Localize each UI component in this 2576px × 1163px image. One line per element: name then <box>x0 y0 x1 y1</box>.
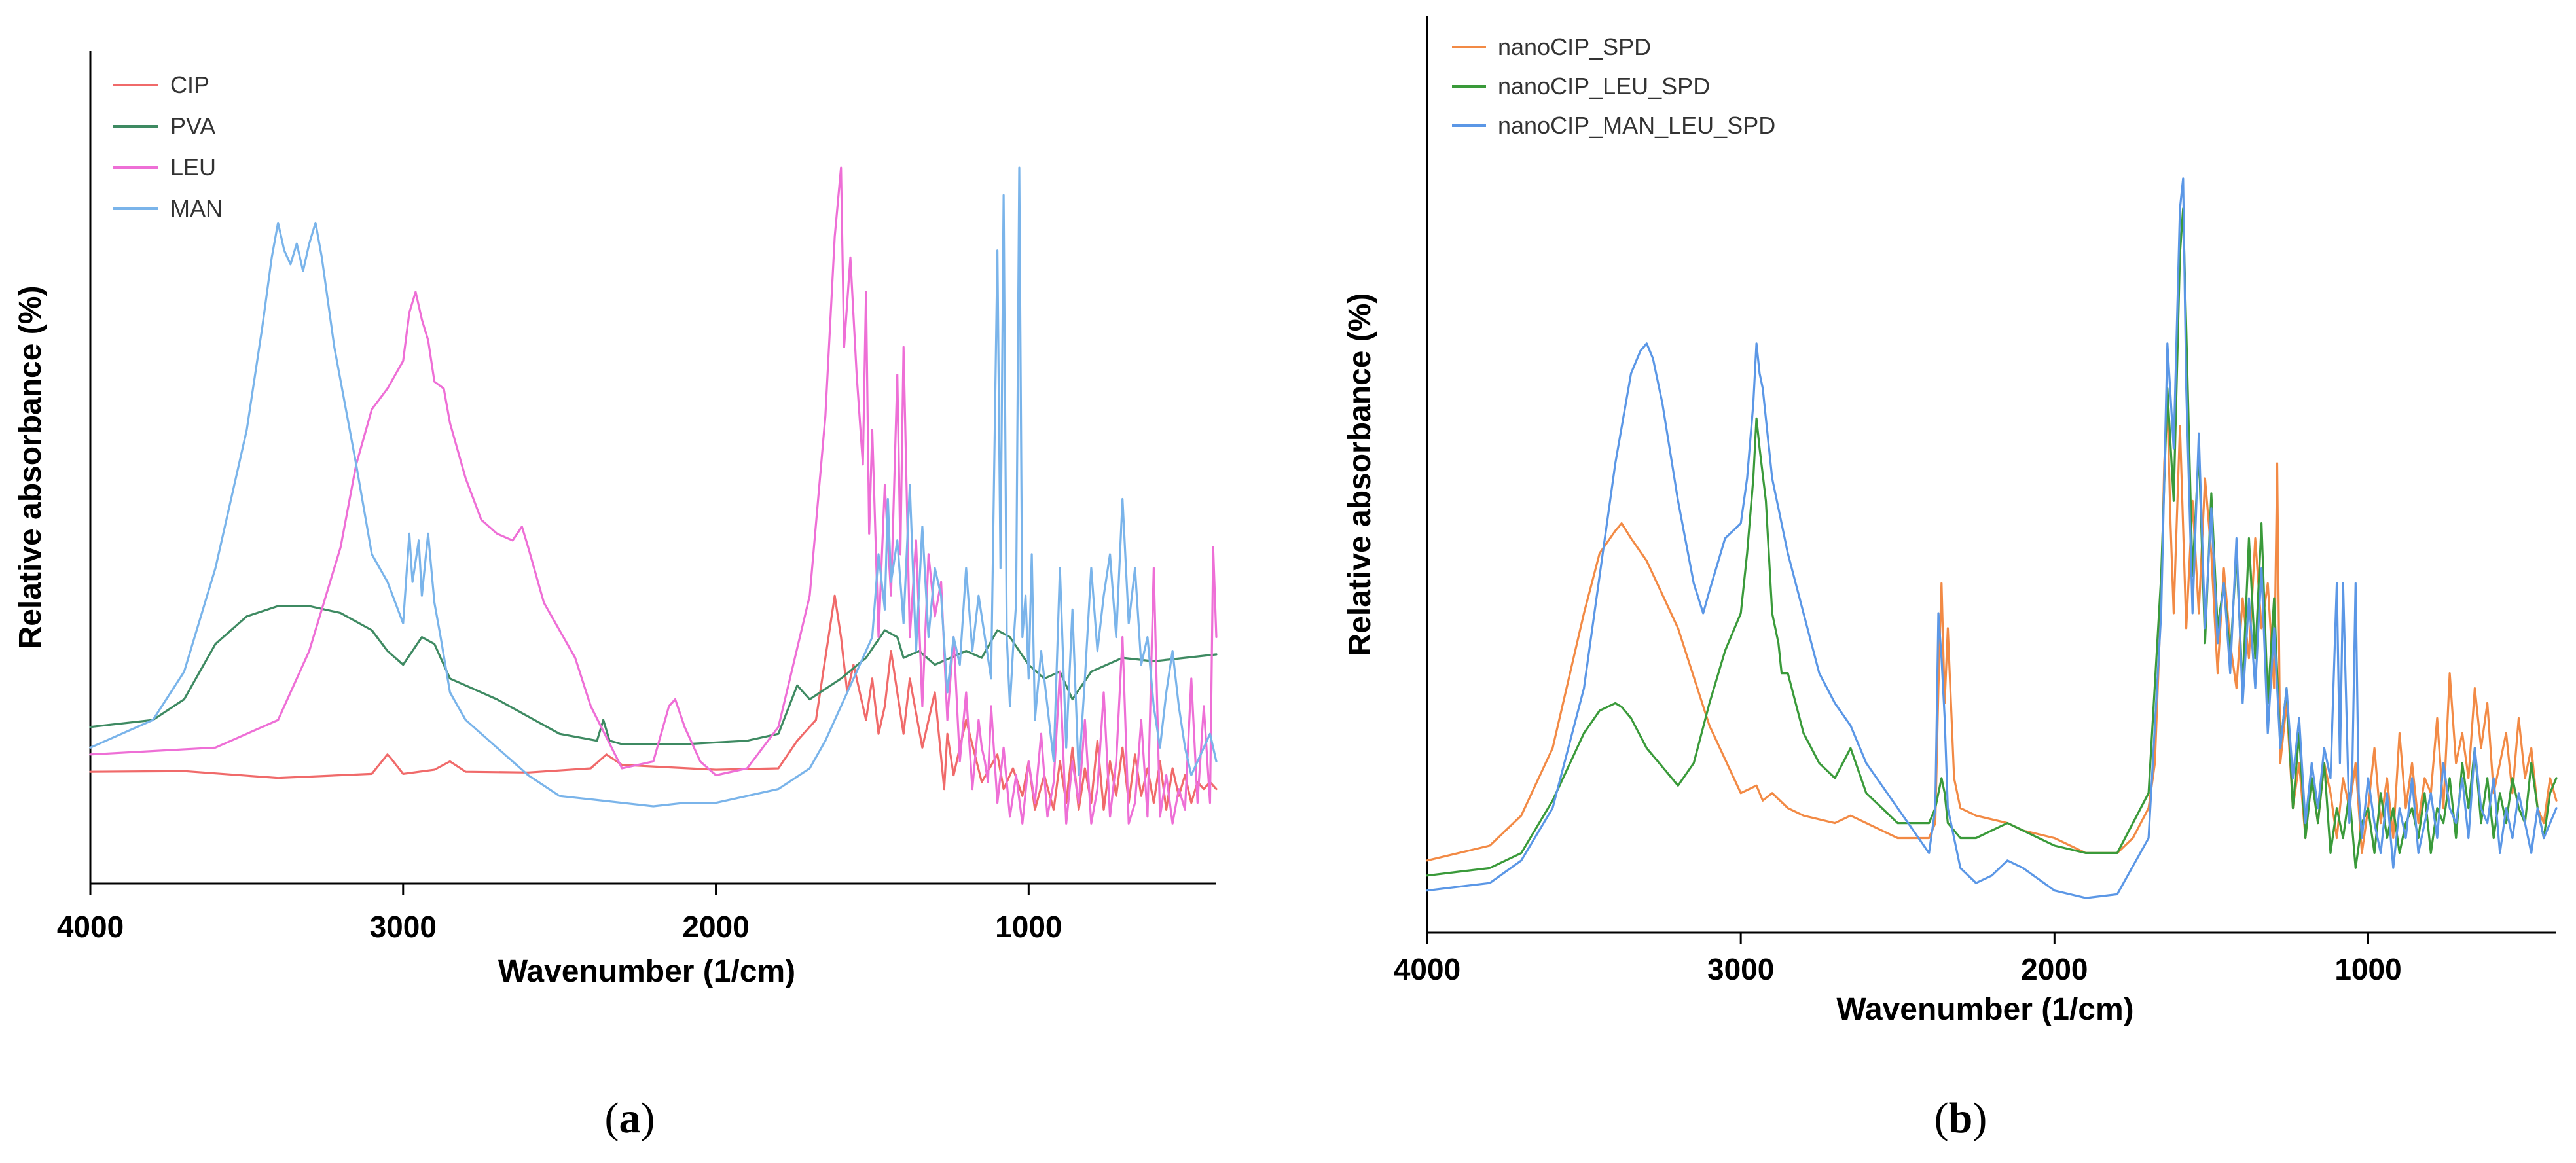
series-line-man <box>89 166 1218 808</box>
series-line-nanocip-leu-spd <box>1426 207 2558 877</box>
x-axis-label: Wavenumber (1/cm) <box>1836 992 2133 1027</box>
legend-label: nanoCIP_MAN_LEU_SPD <box>1498 112 1775 139</box>
y-axis-label: Relative absorbance (%) <box>1343 293 1377 656</box>
series-line-pva <box>89 605 1218 745</box>
legend-label: nanoCIP_LEU_SPD <box>1498 73 1710 99</box>
x-tick-label: 4000 <box>1394 952 1460 986</box>
x-tick-label: 1000 <box>2334 952 2401 986</box>
legend: nanoCIP_SPD nanoCIP_LEU_SPD nanoCIP_MAN_LE… <box>1452 33 1775 139</box>
y-axis-label: Relative absorbance (%) <box>13 286 48 649</box>
x-tick-label: 2000 <box>2021 952 2088 986</box>
x-tick-label: 3000 <box>1707 952 1774 986</box>
legend-label: CIP <box>170 71 209 98</box>
x-axis-label: Wavenumber (1/cm) <box>498 954 795 989</box>
series-line-nanocip-man-leu-spd <box>1426 177 2558 899</box>
legend-label: LEU <box>170 154 216 181</box>
legend: CIP PVA LEU MAN <box>113 71 223 222</box>
legend-label: nanoCIP_SPD <box>1498 33 1651 60</box>
x-tick-label: 4000 <box>57 910 124 944</box>
series-line-cip <box>89 594 1218 811</box>
panel-caption: (a) <box>605 1094 655 1142</box>
x-tick-label: 2000 <box>682 910 749 944</box>
series-line-nanocip-spd <box>1426 402 2558 862</box>
chart-panel-b: 4000 3000 2000 1000 Wavenumber (1/cm) Relativ… <box>1343 16 2558 1142</box>
chart-panel-a: 4000 3000 2000 1000 Wavenumber (1/cm) Relativ… <box>13 51 1218 1142</box>
series-line-leu <box>89 166 1218 825</box>
panel-caption: (b) <box>1934 1094 1987 1142</box>
legend-label: MAN <box>170 195 223 222</box>
legend-label: PVA <box>170 113 215 139</box>
x-tick-label: 3000 <box>370 910 437 944</box>
x-tick-label: 1000 <box>995 910 1062 944</box>
